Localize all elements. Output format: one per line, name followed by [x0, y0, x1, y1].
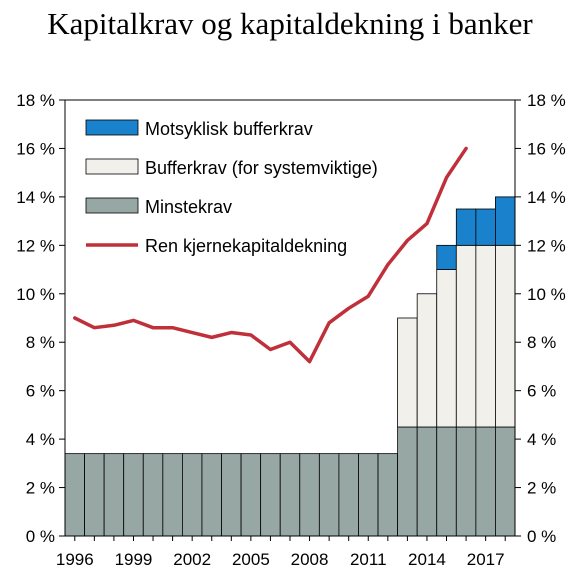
bar-minstekrav-2017 [475, 426, 496, 537]
x-tick-label: 1996 [56, 550, 94, 569]
y-tick-label-right: 2 % [527, 479, 556, 498]
bar-minstekrav-1996 [64, 453, 85, 537]
bar-bufferkrav-for-systemviktige--2017 [475, 244, 496, 428]
chart-title: Kapitalkrav og kapitaldekning i banker [47, 6, 533, 41]
legend-label: Minstekrav [145, 197, 232, 217]
legend-swatch [85, 197, 139, 214]
x-tick-label: 2011 [350, 550, 387, 569]
bar-minstekrav-2000 [142, 453, 164, 537]
legend-label: Ren kjernekapitaldekning [145, 236, 347, 256]
bar-motsyklisk-bufferkrav-2017 [475, 208, 496, 246]
y-tick-label-left: 14 % [16, 188, 55, 207]
y-tick-label-right: 4 % [527, 430, 556, 449]
bar-bufferkrav-for-systemviktige--2018 [495, 244, 516, 428]
y-tick-label-left: 2 % [26, 479, 55, 498]
bar-minstekrav-1998 [103, 453, 125, 537]
legend: Motsyklisk bufferkrav Bufferkrav (for sys… [85, 119, 378, 256]
bar-motsyklisk-bufferkrav-2018 [495, 196, 516, 246]
bar-bufferkrav-for-systemviktige--2014 [416, 293, 438, 428]
bar-minstekrav-2001 [162, 453, 183, 537]
line-ren-kjernekapitaldekning [73, 146, 468, 364]
y-tick-label-left: 10 % [16, 285, 55, 304]
bar-bufferkrav-for-systemviktige--2015 [436, 269, 457, 428]
x-tick-label: 2005 [232, 550, 270, 569]
legend-swatch [85, 158, 139, 175]
bar-motsyklisk-bufferkrav-2015 [436, 244, 457, 270]
bar-bufferkrav-for-systemviktige--2013 [397, 317, 418, 428]
bar-minstekrav-2007 [279, 453, 301, 537]
x-tick-label: 2002 [173, 550, 211, 569]
bar-minstekrav-1997 [84, 453, 105, 537]
bar-minstekrav-2009 [318, 453, 340, 537]
y-tick-label-right: 12 % [527, 236, 566, 255]
bar-motsyklisk-bufferkrav-2016 [455, 208, 477, 246]
bar-minstekrav-2018 [495, 426, 516, 537]
y-tick-label-right: 14 % [527, 188, 566, 207]
bar-minstekrav-2004 [221, 453, 242, 537]
bars-layer [64, 196, 516, 537]
x-tick-label: 2008 [291, 550, 329, 569]
bar-minstekrav-2002 [181, 453, 203, 537]
y-tick-label-left: 18 % [16, 91, 55, 110]
y-tick-label-left: 16 % [16, 139, 55, 158]
line-layer [73, 146, 468, 364]
y-tick-label-left: 8 % [26, 333, 55, 352]
bar-minstekrav-2010 [338, 453, 359, 537]
bar-bufferkrav-for-systemviktige--2016 [455, 244, 477, 428]
bar-minstekrav-1999 [123, 453, 144, 537]
x-tick-label: 1999 [115, 550, 153, 569]
y-tick-label-right: 18 % [527, 91, 566, 110]
y-tick-label-right: 0 % [527, 527, 556, 546]
bar-minstekrav-2008 [299, 453, 320, 537]
bar-minstekrav-2003 [201, 453, 222, 537]
legend-label: Bufferkrav (for systemviktige) [145, 158, 378, 178]
legend-swatch [85, 119, 139, 136]
x-tick-label: 2017 [467, 550, 505, 569]
bar-minstekrav-2006 [260, 453, 281, 537]
bar-minstekrav-2011 [358, 453, 379, 537]
bar-minstekrav-2005 [240, 453, 262, 537]
y-tick-label-right: 6 % [527, 382, 556, 401]
y-tick-label-right: 10 % [527, 285, 566, 304]
axes-layer: 0 % 0 % 2 % 2 % 4 % 4 % 6 % 6 % 8 % 8 % 10 % 10 % 12… [16, 91, 566, 569]
y-tick-label-left: 0 % [26, 527, 55, 546]
bar-minstekrav-2012 [377, 453, 399, 537]
y-tick-label-left: 6 % [26, 382, 55, 401]
y-tick-label-right: 16 % [527, 139, 566, 158]
y-tick-label-left: 4 % [26, 430, 55, 449]
bar-minstekrav-2013 [397, 426, 418, 537]
y-tick-label-left: 12 % [16, 236, 55, 255]
y-tick-label-right: 8 % [527, 333, 556, 352]
bar-minstekrav-2016 [455, 426, 477, 537]
x-tick-label: 2014 [408, 550, 446, 569]
legend-label: Motsyklisk bufferkrav [145, 119, 313, 139]
bar-minstekrav-2015 [436, 426, 457, 537]
bar-minstekrav-2014 [416, 426, 438, 537]
